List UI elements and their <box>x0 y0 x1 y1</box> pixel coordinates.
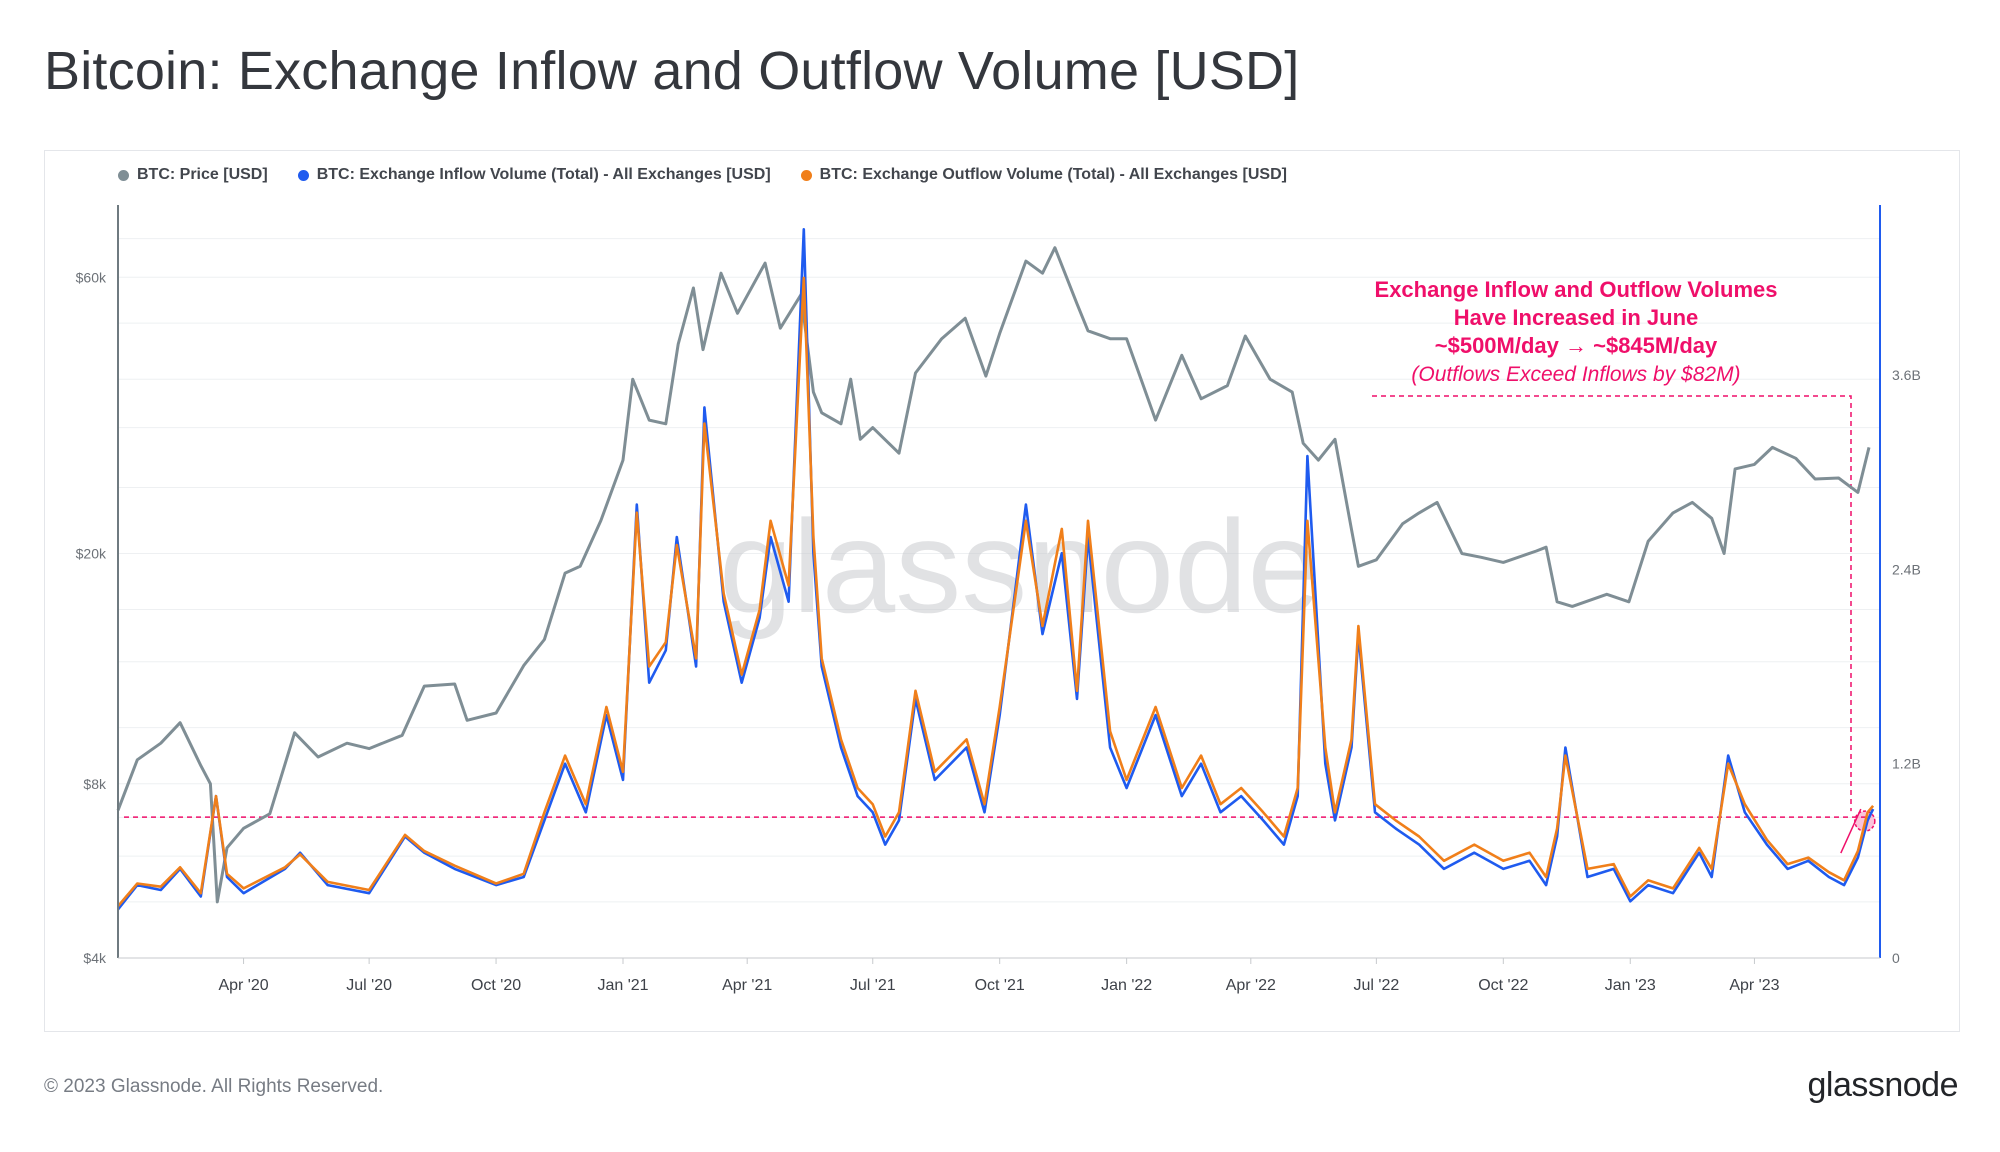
legend-label-inflow: BTC: Exchange Inflow Volume (Total) - Al… <box>316 166 771 183</box>
y-tick-left: $60k <box>76 269 107 285</box>
x-tick: Jul '22 <box>1353 977 1399 994</box>
annotation-arrow <box>1840 808 1862 854</box>
x-tick: Jan '22 <box>1101 977 1152 994</box>
x-tick: Oct '20 <box>471 977 521 994</box>
legend-item-inflow[interactable]: BTC: Exchange Inflow Volume (Total) - Al… <box>297 166 771 184</box>
x-tick: Jul '21 <box>850 977 896 994</box>
annotation-line-3: ~$500M/day → ~$845M/day <box>1435 333 1718 358</box>
x-tick: Jan '23 <box>1605 977 1656 994</box>
x-tick: Oct '22 <box>1478 977 1528 994</box>
x-tick: Apr '23 <box>1729 977 1779 994</box>
series-lines <box>116 228 1875 911</box>
legend-item-outflow[interactable]: BTC: Exchange Outflow Volume (Total) - A… <box>800 166 1287 184</box>
price-line <box>116 246 1871 904</box>
annotation-line-4: (Outflows Exceed Inflows by $82M) <box>1411 363 1740 386</box>
inflow-line <box>116 228 1875 911</box>
outflow-line <box>117 276 1875 908</box>
x-tick: Apr '21 <box>722 977 772 994</box>
chart-panel <box>44 150 1960 1032</box>
y-tick-right: 2.4B <box>1892 561 1921 577</box>
chart-legend: BTC: Price [USD] BTC: Exchange Inflow Vo… <box>118 166 1287 184</box>
x-tick: Apr '22 <box>1226 977 1276 994</box>
annotation: Exchange Inflow and Outflow Volumes Have… <box>1375 277 1778 386</box>
legend-dot-outflow <box>800 169 812 181</box>
y-tick-left: $4k <box>83 950 107 966</box>
y-tick-right: 3.6B <box>1892 367 1921 383</box>
legend-item-price[interactable]: BTC: Price [USD] <box>118 166 268 184</box>
x-tick: Jul '20 <box>346 977 392 994</box>
page-title: Bitcoin: Exchange Inflow and Outflow Vol… <box>44 41 1300 101</box>
annotation-line-2: Have Increased in June <box>1454 305 1699 330</box>
footer-copyright: © 2023 Glassnode. All Rights Reserved. <box>44 1076 384 1097</box>
legend-dot-price <box>118 169 129 181</box>
x-tick: Apr '20 <box>218 977 268 994</box>
annotation-line-1: Exchange Inflow and Outflow Volumes <box>1375 277 1778 302</box>
x-tick: Jan '21 <box>597 977 648 994</box>
glassnode-logo[interactable]: glassnode <box>1807 1066 1958 1104</box>
x-tick: Oct '21 <box>975 977 1025 994</box>
y-tick-right: 0 <box>1892 950 1900 966</box>
y-tick-left: $8k <box>83 776 107 792</box>
legend-label-price: BTC: Price [USD] <box>137 166 268 183</box>
legend-dot-inflow <box>297 169 309 181</box>
legend-label-outflow: BTC: Exchange Outflow Volume (Total) - A… <box>819 166 1287 183</box>
y-tick-left: $20k <box>76 545 107 561</box>
annotation-bracket <box>1372 395 1852 812</box>
y-tick-right: 1.2B <box>1892 756 1921 772</box>
axes: $4k $8k $20k $60k 0 1.2B 2.4B 3.6B Apr '20 Jul '2… <box>76 205 1921 994</box>
